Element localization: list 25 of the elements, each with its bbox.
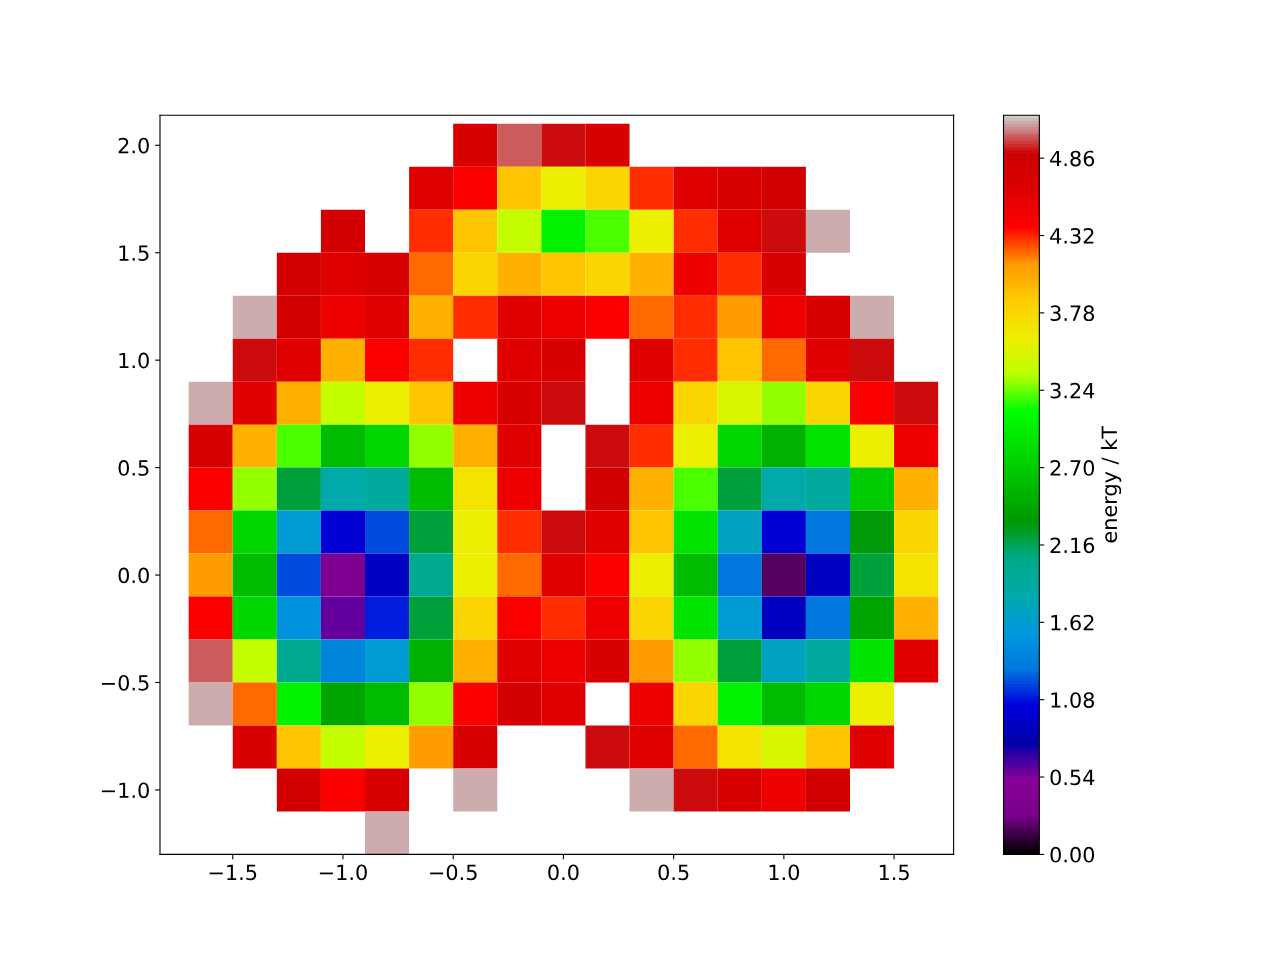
color-bar-label: 4.86 — [1050, 150, 1095, 167]
y-tick-label: 0.5 — [118, 460, 149, 476]
x-tick-label: −1.0 — [319, 864, 367, 881]
x-tick-label: 0.5 — [658, 864, 689, 881]
y-tick-label: 0.0 — [118, 567, 149, 584]
color-bar-label: 0.54 — [1050, 769, 1095, 786]
color-bar-label: 3.78 — [1050, 305, 1095, 322]
color-bar-label: 1.62 — [1051, 614, 1094, 631]
color-bar-label: 2.16 — [1050, 537, 1095, 554]
y-tick-label: 1.0 — [119, 352, 149, 369]
y-tick-label: 2.0 — [118, 137, 149, 154]
x-tick-label: 1.0 — [769, 864, 800, 881]
x-tick-label: 0.0 — [548, 864, 579, 881]
y-tick-label: −0.5 — [101, 674, 149, 691]
color-bar-title: energy / kT — [1101, 425, 1122, 543]
y-tick-label: −1.0 — [101, 782, 149, 799]
color-bar-label: 3.24 — [1050, 382, 1095, 399]
color-bar-label: 1.08 — [1051, 692, 1095, 708]
color-bar-label: 2.70 — [1050, 460, 1095, 476]
color-bar-label: 0.00 — [1050, 846, 1095, 863]
x-tick-label: −0.5 — [430, 864, 477, 881]
x-tick-label: 1.5 — [879, 864, 909, 881]
color-bar-label: 4.32 — [1050, 227, 1094, 244]
y-tick-label: 1.5 — [119, 245, 149, 261]
x-tick-label: −1.5 — [209, 864, 257, 881]
